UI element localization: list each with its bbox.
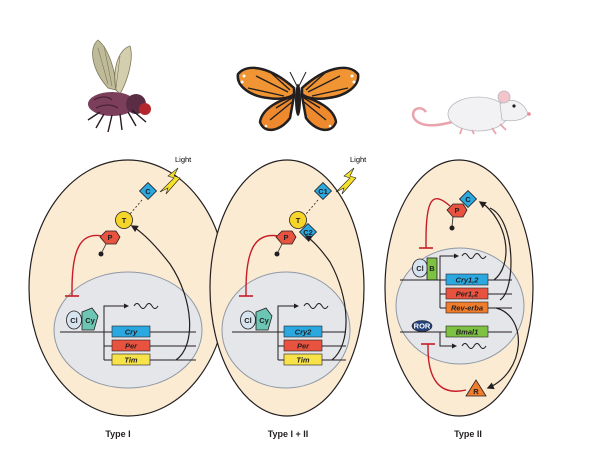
- clock-bmal-complex: Cl B: [412, 257, 438, 281]
- svg-text:T: T: [296, 216, 301, 225]
- gene-cry2: Cry2: [283, 325, 323, 338]
- svg-text:Cl: Cl: [416, 264, 424, 273]
- gene-tim: Tim: [111, 353, 151, 366]
- lightning-icon: [335, 167, 357, 195]
- cryptochrome-protein: C: [138, 181, 158, 201]
- svg-text:Cl: Cl: [70, 316, 78, 325]
- gene-tim: Tim: [283, 353, 323, 366]
- svg-text:C: C: [465, 195, 471, 204]
- svg-text:Bmal1: Bmal1: [456, 328, 479, 337]
- repression-arrow: [71, 234, 103, 296]
- reverb-repression-arrow: [427, 344, 467, 392]
- svg-text:C1: C1: [318, 187, 328, 196]
- mrna-wave: [461, 343, 487, 349]
- svg-text:Per: Per: [297, 342, 310, 351]
- repression-arrow: [425, 198, 451, 248]
- gene-bmal1: Bmal1: [445, 325, 489, 338]
- svg-text:B: B: [429, 264, 435, 273]
- timeless-protein: T: [289, 211, 307, 229]
- panel-type-1-2: Light C1 T P C2 Cl Cy: [209, 155, 367, 439]
- light-label: Light: [175, 155, 192, 164]
- gene-cry12: Cry1,2: [445, 273, 489, 286]
- gene-cry: Cry: [111, 325, 151, 338]
- panel-title: Type II: [454, 429, 482, 439]
- svg-text:Cry1,2: Cry1,2: [456, 276, 480, 285]
- mrna-wave: [133, 303, 159, 309]
- translation-arrow: [489, 207, 512, 301]
- svg-text:Cl: Cl: [244, 316, 252, 325]
- svg-text:P: P: [107, 233, 112, 242]
- svg-text:T: T: [122, 216, 127, 225]
- light-label: Light: [350, 155, 367, 164]
- timeless-protein: T: [115, 211, 133, 229]
- svg-text:C: C: [145, 187, 151, 196]
- svg-text:C2: C2: [303, 228, 313, 237]
- panel-type-2: C P Cl B Cry1,2 Per1,2: [384, 159, 534, 439]
- butterfly-illustration: [236, 66, 360, 131]
- svg-text:Per1,2: Per1,2: [456, 290, 479, 299]
- svg-text:Cry: Cry: [125, 328, 138, 337]
- svg-text:Cy: Cy: [259, 316, 269, 325]
- svg-text:Rev-erba: Rev-erba: [451, 304, 483, 313]
- translation-arrow: [304, 235, 347, 361]
- gene-per12: Per1,2: [445, 287, 489, 300]
- clock-cycle-complex: Cl Cy: [240, 307, 273, 331]
- svg-text:Tim: Tim: [296, 356, 310, 365]
- panel-title: Type I + II: [268, 429, 309, 439]
- svg-text:ROR: ROR: [414, 322, 431, 331]
- repression-arrow: [245, 234, 279, 296]
- translation-arrow: [130, 225, 191, 361]
- panel-title: Type I: [105, 429, 130, 439]
- mouse-illustration: [411, 90, 531, 135]
- svg-text:P: P: [454, 206, 459, 215]
- fly-illustration: [87, 39, 151, 133]
- cryptochrome-protein: C: [458, 189, 478, 209]
- mrna-wave: [461, 253, 487, 259]
- svg-text:Per: Per: [125, 342, 138, 351]
- gene-per: Per: [283, 339, 323, 352]
- reverb-translation-arrow: [486, 307, 519, 390]
- svg-text:Cry2: Cry2: [295, 328, 313, 337]
- reverb-protein: R: [465, 379, 487, 397]
- gene-per: Per: [111, 339, 151, 352]
- svg-text:Tim: Tim: [124, 356, 138, 365]
- translation-arrow: [478, 201, 507, 281]
- clock-cycle-complex: Cl Cy: [66, 307, 99, 331]
- svg-text:P: P: [283, 233, 288, 242]
- gene-reverb: Rev-erba: [445, 301, 489, 314]
- svg-text:R: R: [473, 387, 479, 396]
- svg-text:Cy: Cy: [85, 316, 95, 325]
- mrna-wave: [303, 303, 329, 309]
- lightning-icon: [159, 167, 181, 195]
- ror-protein: ROR: [411, 320, 433, 332]
- panel-type-1: Light C T P Cl Cy: [28, 155, 228, 439]
- cryptochrome1-protein: C1: [313, 181, 333, 201]
